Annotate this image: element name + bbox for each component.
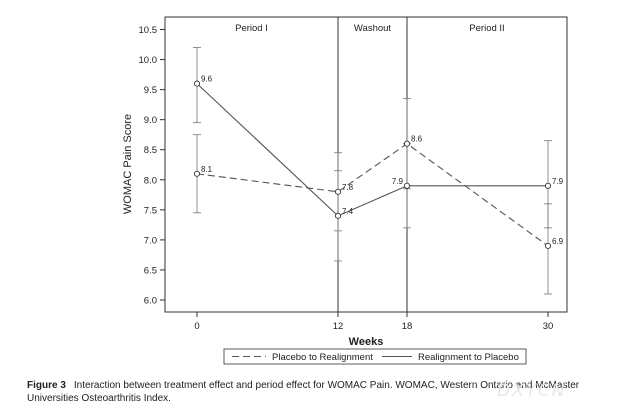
- period-label: Period II: [469, 23, 504, 34]
- data-point: [544, 182, 552, 189]
- x-tick-label: 0: [194, 321, 199, 332]
- y-tick-label: 6.0: [144, 296, 157, 307]
- x-tick-label: 18: [402, 321, 413, 332]
- data-label: 9.6: [201, 75, 213, 84]
- data-label: 7.9: [552, 177, 564, 186]
- series-lines: [196, 83, 549, 247]
- figure-caption: Figure 3 Interaction between treatment ef…: [27, 380, 631, 405]
- data-label: 7.9: [392, 177, 404, 186]
- y-tick-label: 9.5: [144, 85, 157, 96]
- data-label: 6.9: [552, 237, 564, 246]
- data-point: [544, 242, 552, 249]
- x-axis: 0 12 18 30: [194, 312, 553, 332]
- period-labels: Period I Washout Period II: [235, 23, 505, 34]
- x-tick-label: 12: [333, 321, 344, 332]
- error-bars: [193, 47, 552, 295]
- data-points: [193, 80, 552, 249]
- y-tick-label: 7.0: [144, 235, 157, 246]
- y-tick-label: 7.5: [144, 205, 157, 216]
- watermark: DXYCN: [497, 381, 567, 401]
- period-dividers: [337, 17, 408, 312]
- figure-caption-text: Interaction between treatment effect and…: [27, 380, 580, 404]
- data-labels: 8.1 7.8 8.6 6.9 9.6 7.4 7.9 7.9: [201, 75, 564, 246]
- series-line-dashed: [196, 143, 549, 247]
- y-tick-label: 10.5: [139, 25, 158, 36]
- data-label: 7.8: [342, 183, 354, 192]
- figure-label: Figure 3: [27, 380, 66, 391]
- x-axis-title: Weeks: [349, 336, 384, 348]
- data-label: 8.1: [201, 165, 213, 174]
- legend-label-placebo-to-realignment: Placebo to Realignment: [272, 352, 373, 363]
- data-point: [334, 188, 342, 195]
- period-label: Washout: [354, 23, 391, 34]
- data-point: [334, 212, 342, 219]
- data-point: [403, 140, 411, 147]
- period-label: Period I: [235, 23, 268, 34]
- y-axis-title: WOMAC Pain Score: [122, 114, 134, 214]
- y-tick-label: 10.0: [139, 55, 158, 66]
- data-point: [403, 182, 411, 189]
- chart: Period I Washout Period II 6.0 6.5 7.0 7.5 8.0…: [122, 16, 568, 365]
- x-tick-label: 30: [543, 321, 554, 332]
- data-point: [193, 80, 201, 87]
- data-label: 8.6: [411, 135, 423, 144]
- y-tick-label: 6.5: [144, 265, 157, 276]
- series-line-solid: [196, 83, 548, 217]
- y-tick-label: 9.0: [144, 115, 157, 126]
- y-tick-label: 8.5: [144, 145, 157, 156]
- data-label: 7.4: [342, 207, 354, 216]
- legend: Placebo to Realignment Realignment to Pl…: [223, 348, 527, 365]
- data-point: [193, 170, 201, 177]
- y-tick-label: 8.0: [144, 175, 157, 186]
- plot-frame: [164, 16, 568, 313]
- y-axis: 6.0 6.5 7.0 7.5 8.0 8.5 9.0 9.5 10.0 10.5: [139, 25, 165, 307]
- legend-label-realignment-to-placebo: Realignment to Placebo: [418, 352, 519, 363]
